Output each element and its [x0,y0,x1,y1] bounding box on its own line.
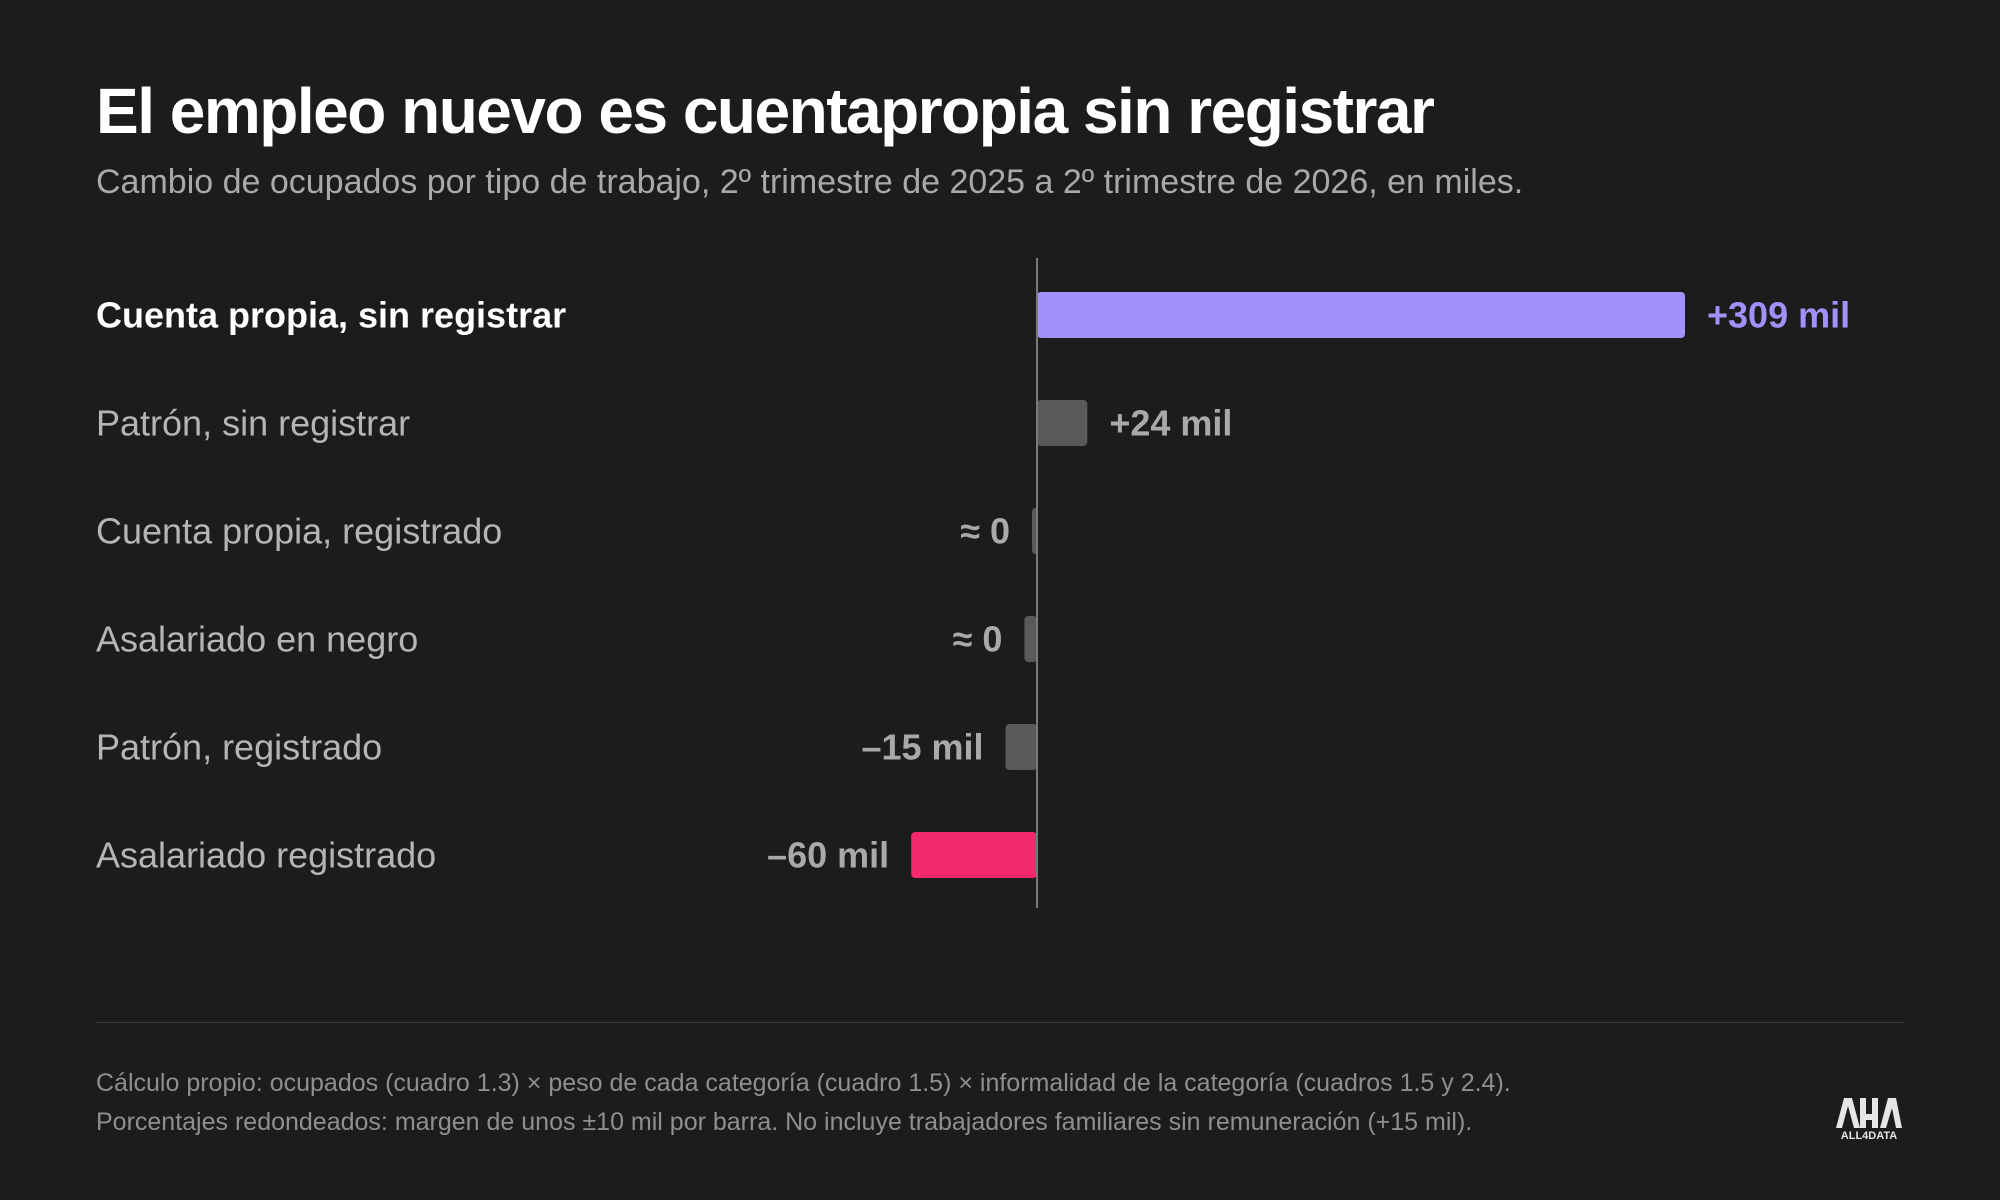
data-label: +309 mil [1707,295,1850,336]
bar [1037,400,1088,446]
data-label: +24 mil [1109,403,1232,444]
bar [1005,724,1037,770]
bar-chart: Cuenta propia, sin registrar +309 mil Patr… [96,258,1850,908]
bar [1037,292,1685,338]
category-label: Patrón, sin registrar [96,403,410,444]
category-label: Asalariado registrado [96,835,436,876]
data-label: –60 mil [767,835,889,876]
category-label: Cuenta propia, sin registrar [96,295,566,336]
footer-note-rounding: Porcentajes redondeados: margen de unos … [96,1108,1473,1136]
chart-subtitle: Cambio de ocupados por tipo de trabajo, … [96,163,1524,201]
data-label: –15 mil [861,727,983,768]
bar [1024,616,1037,662]
bar [911,832,1037,878]
all4data-logo: ALL4DATA [1834,1094,1904,1142]
data-label: ≈ 0 [953,619,1003,660]
category-label: Patrón, registrado [96,727,382,768]
footer-note-method: Cálculo propio: ocupados (cuadro 1.3) × … [96,1069,1511,1097]
data-label: ≈ 0 [960,511,1010,552]
category-label: Asalariado en negro [96,619,418,660]
bar [1032,508,1037,554]
logo-mark-icon [1836,1098,1902,1128]
category-label: Cuenta propia, registrado [96,511,502,552]
chart-title: El empleo nuevo es cuentapropia sin regi… [96,75,1435,147]
logo-text: ALL4DATA [1840,1130,1898,1142]
footer-divider [96,1022,1904,1023]
